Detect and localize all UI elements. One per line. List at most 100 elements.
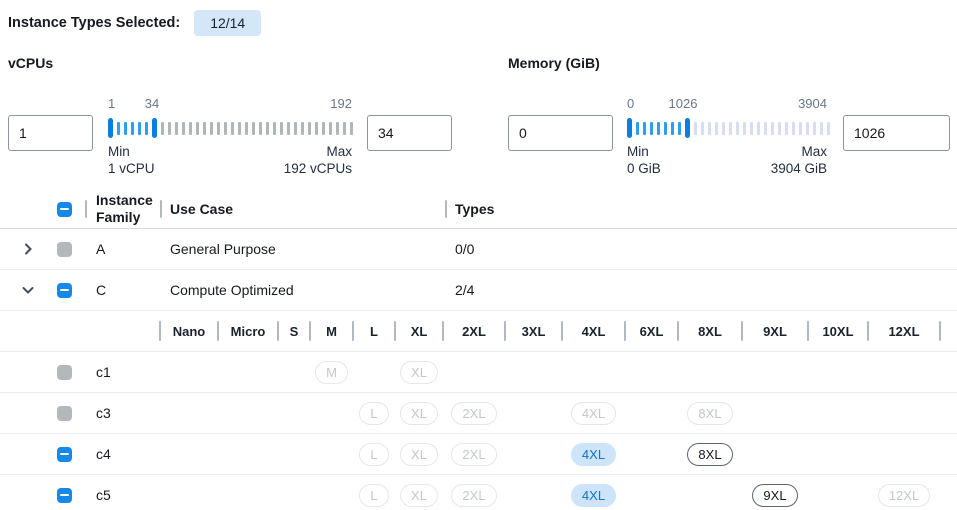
slider-tick — [343, 121, 346, 135]
memory-min-input[interactable] — [508, 115, 613, 151]
memory-slider-track[interactable] — [627, 118, 830, 138]
size-col-2xl: 2XL — [443, 393, 505, 433]
size-col-2xl: 2XL — [443, 434, 505, 474]
scale-label-mid: 34 — [144, 96, 160, 111]
size-col-10xl — [808, 475, 868, 510]
row-checkbox — [57, 364, 72, 380]
row-checkbox[interactable] — [57, 487, 72, 503]
size-pill-xl: XL — [400, 360, 438, 384]
max-caption: Max 192 vCPUs — [283, 144, 352, 176]
slider-tick — [315, 121, 318, 135]
size-col-12xl — [868, 352, 940, 392]
slider-tick — [308, 121, 311, 135]
size-col-9xl — [742, 393, 808, 433]
table-row-c4: c4 L XL 2XL 4XL 8XL — [0, 434, 957, 475]
slider-handle[interactable] — [627, 118, 632, 138]
size-col-3xl — [505, 475, 562, 510]
size-col-2xl — [443, 352, 505, 392]
slider-tick — [722, 121, 725, 135]
size-col-s: S — [278, 311, 310, 351]
select-all-checkbox[interactable] — [57, 201, 72, 217]
size-col-l: L — [353, 393, 395, 433]
size-column-label: 12XL — [888, 323, 920, 339]
slider-tick — [643, 121, 646, 135]
vcpus-title: vCPUs — [8, 55, 54, 71]
size-col-9xl: 9XL — [742, 311, 808, 351]
checkbox-cell — [44, 229, 85, 269]
chevron-down-icon[interactable] — [20, 282, 36, 298]
size-col-nano — [160, 434, 218, 474]
slider-tick — [771, 121, 774, 135]
slider-handle[interactable] — [685, 118, 690, 138]
table-body: A General Purpose 0/0 C Compute Optimized 2/4… — [0, 229, 957, 510]
size-col-8xl: 8XL — [678, 393, 742, 433]
chevron-cell — [0, 270, 44, 310]
size-col-6xl — [625, 434, 678, 474]
row-checkbox[interactable] — [57, 282, 72, 298]
checkbox-cell — [44, 311, 85, 351]
chevron-cell — [0, 229, 44, 269]
memory-slider: 0 1026 3904 Min 0 GiB Max 3904 GiB — [627, 96, 830, 177]
size-col-8xl — [678, 475, 742, 510]
size-pill-2xl: 2XL — [451, 483, 497, 507]
memory-filter: Memory (GiB) 0 1026 3904 Min 0 GiB Max 3… — [508, 55, 952, 185]
slider-tick — [671, 121, 674, 135]
slider-handle[interactable] — [108, 118, 113, 138]
slider-tick — [336, 121, 339, 135]
slider-tick — [273, 121, 276, 135]
vcpus-max-input[interactable] — [367, 115, 452, 151]
size-pill-4xl[interactable]: 4XL — [570, 442, 617, 466]
chevron-cell — [0, 393, 44, 433]
vcpus-slider-track[interactable] — [108, 118, 353, 138]
size-col-xl: XL — [395, 352, 443, 392]
size-col-l: L — [353, 475, 395, 510]
checkbox-cell — [44, 475, 85, 510]
scale-label-start: 0 — [627, 96, 635, 111]
memory-max-input[interactable] — [843, 115, 950, 151]
size-col-xl: XL — [395, 475, 443, 510]
size-col-12xl — [868, 393, 940, 433]
slider-tick — [785, 121, 788, 135]
vcpus-captions: Min 1 vCPU Max 192 vCPUs — [108, 143, 352, 177]
size-column-label: 10XL — [822, 323, 854, 339]
scale-label-end: 3904 — [798, 96, 827, 111]
vcpus-min-input[interactable] — [8, 115, 93, 151]
scale-label-end: 192 — [330, 96, 352, 111]
row-checkbox[interactable] — [57, 446, 72, 462]
column-header-instance-family: Instance Family — [85, 190, 160, 228]
size-col-nano — [160, 352, 218, 392]
slider-tick — [778, 121, 781, 135]
size-pill-2xl: 2XL — [451, 401, 497, 425]
size-column-label: L — [370, 323, 378, 339]
size-col-6xl — [625, 475, 678, 510]
max-caption: Max 3904 GiB — [770, 144, 827, 176]
size-col-9xl — [742, 434, 808, 474]
slider-tick — [694, 121, 697, 135]
size-col-m: M — [310, 352, 353, 392]
size-column-label: 4XL — [581, 323, 606, 339]
min-caption: Min 0 GiB — [627, 144, 661, 176]
slider-tick — [708, 121, 711, 135]
size-col-3xl — [505, 434, 562, 474]
slider-tick — [131, 121, 134, 135]
chevron-cell — [0, 352, 44, 392]
size-pill-9xl[interactable]: 9XL — [752, 483, 798, 507]
column-header-types: Types — [445, 190, 957, 228]
slider-tick — [757, 121, 760, 135]
chevron-right-icon[interactable] — [20, 241, 36, 257]
size-column-label: 2XL — [462, 323, 486, 339]
selected-count-badge: 12/14 — [194, 10, 262, 36]
slider-tick — [764, 121, 767, 135]
family-name: c5 — [96, 486, 111, 503]
size-col-8xl: 8XL — [678, 311, 742, 351]
slider-tick — [750, 121, 753, 135]
slider-handle[interactable] — [152, 118, 157, 138]
vcpus-slider: 1 34 192 Min 1 vCPU Max 192 vCPUs — [108, 96, 353, 177]
size-col-9xl — [742, 352, 808, 392]
size-pill-xl: XL — [400, 483, 438, 507]
size-col-12xl — [868, 434, 940, 474]
size-pill-4xl[interactable]: 4XL — [570, 483, 617, 507]
minus-icon — [60, 452, 69, 456]
size-pill-8xl[interactable]: 8XL — [687, 442, 733, 466]
size-col-12xl: 12XL — [868, 475, 940, 510]
